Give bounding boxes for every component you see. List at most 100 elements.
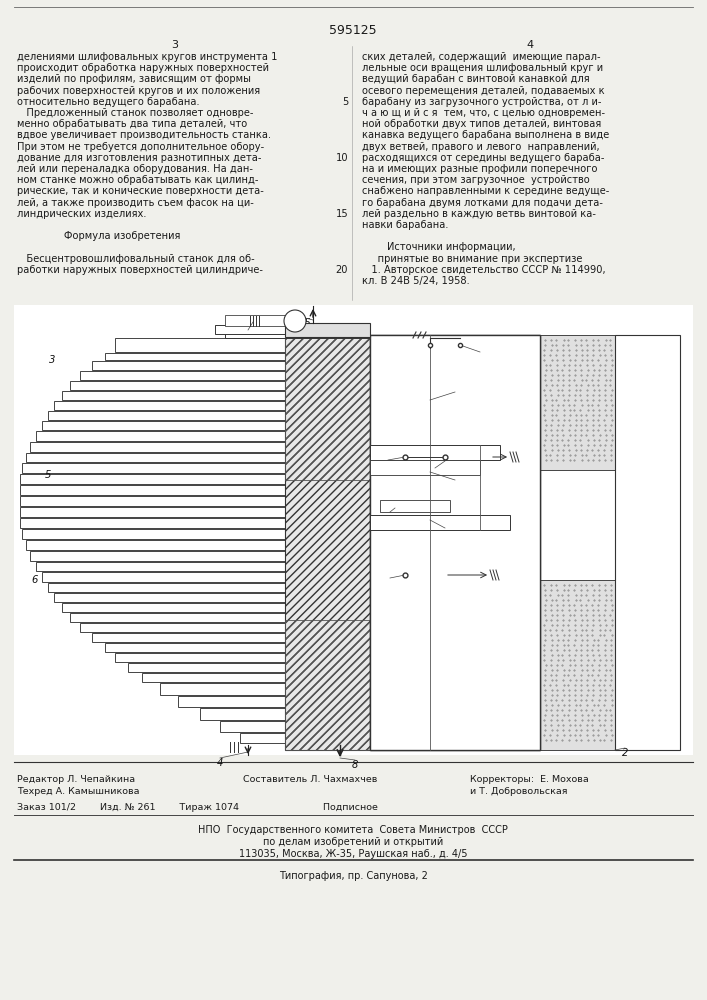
- Bar: [70, 613, 285, 622]
- Bar: [200, 708, 285, 720]
- Text: 15: 15: [298, 318, 311, 328]
- Bar: [105, 353, 285, 360]
- Bar: [380, 500, 450, 512]
- Text: относительно ведущего барабана.: относительно ведущего барабана.: [17, 97, 199, 107]
- Text: го барабана двумя лотками для подачи дета-: го барабана двумя лотками для подачи дет…: [362, 198, 603, 208]
- Text: 11: 11: [449, 480, 462, 490]
- Text: вдвое увеличивает производительность станка.: вдвое увеличивает производительность ста…: [17, 130, 271, 140]
- Bar: [225, 330, 370, 338]
- Text: навки барабана.: навки барабана.: [362, 220, 448, 230]
- Bar: [370, 335, 540, 750]
- Bar: [54, 401, 285, 410]
- Circle shape: [284, 310, 306, 332]
- Text: кл. В 24В 5/24, 1958.: кл. В 24В 5/24, 1958.: [362, 276, 469, 286]
- Bar: [26, 540, 285, 550]
- Bar: [215, 325, 288, 334]
- Text: делениями шлифовальных кругов инструмента 1: делениями шлифовальных кругов инструмент…: [17, 52, 278, 62]
- Bar: [540, 335, 615, 470]
- Bar: [22, 529, 285, 539]
- Text: осевого перемещения деталей, подаваемых к: осевого перемещения деталей, подаваемых …: [362, 86, 604, 96]
- Text: барабану из загрузочного устройства, от л и-: барабану из загрузочного устройства, от …: [362, 97, 602, 107]
- Text: Предложенный станок позволяет одновре-: Предложенный станок позволяет одновре-: [17, 108, 254, 118]
- Bar: [160, 683, 285, 695]
- Text: 9: 9: [432, 468, 438, 478]
- Bar: [30, 442, 285, 452]
- Text: ведущий барабан с винтовой канавкой для: ведущий барабан с винтовой канавкой для: [362, 74, 590, 84]
- Text: по делам изобретений и открытий: по делам изобретений и открытий: [263, 837, 443, 847]
- Text: 15: 15: [335, 209, 348, 219]
- Text: происходит обработка наружных поверхностей: происходит обработка наружных поверхност…: [17, 63, 269, 73]
- Text: двух ветвей, правого и левого  направлений,: двух ветвей, правого и левого направлени…: [362, 142, 600, 152]
- Text: канавка ведущего барабана выполнена в виде: канавка ведущего барабана выполнена в ви…: [362, 130, 609, 140]
- Bar: [36, 562, 285, 571]
- Text: 1. Авторское свидетельство СССР № 114990,: 1. Авторское свидетельство СССР № 114990…: [362, 265, 606, 275]
- Text: ч а ю щ и й с я  тем, что, с целью одновремен-: ч а ю щ и й с я тем, что, с целью одновр…: [362, 108, 605, 118]
- Bar: [42, 572, 285, 582]
- Text: 13: 13: [384, 578, 397, 588]
- Text: Типография, пр. Сапунова, 2: Типография, пр. Сапунова, 2: [279, 871, 428, 881]
- Text: расходящихся от середины ведущего бараба-: расходящихся от середины ведущего бараба…: [362, 153, 604, 163]
- Bar: [62, 391, 285, 400]
- Text: 10: 10: [335, 153, 348, 163]
- Text: 7: 7: [477, 352, 483, 362]
- Bar: [615, 335, 680, 750]
- Bar: [370, 445, 500, 460]
- Text: Редактор Л. Чепайкина: Редактор Л. Чепайкина: [17, 775, 135, 784]
- Bar: [115, 338, 285, 352]
- Text: 1: 1: [452, 392, 458, 402]
- Text: ских деталей, содержащий  имеющие парал-: ских деталей, содержащий имеющие парал-: [362, 52, 601, 62]
- Text: 20: 20: [336, 265, 348, 275]
- Text: 5: 5: [341, 97, 348, 107]
- Bar: [22, 463, 285, 473]
- Text: ной обработки двух типов деталей, винтовая: ной обработки двух типов деталей, винтов…: [362, 119, 601, 129]
- Text: ном станке можно обрабатывать как цилинд-: ном станке можно обрабатывать как цилинд…: [17, 175, 259, 185]
- Bar: [80, 623, 285, 632]
- Bar: [80, 371, 285, 380]
- Text: менно обрабатывать два типа деталей, что: менно обрабатывать два типа деталей, что: [17, 119, 247, 129]
- Text: лельные оси вращения шлифовальный круг и: лельные оси вращения шлифовальный круг и: [362, 63, 603, 73]
- Text: 16: 16: [242, 330, 255, 340]
- Text: снабжено направленными к середине ведуще-: снабжено направленными к середине ведуще…: [362, 186, 609, 196]
- Bar: [178, 696, 285, 707]
- Text: дование для изготовления разнотипных дета-: дование для изготовления разнотипных дет…: [17, 153, 262, 163]
- Text: 595125: 595125: [329, 24, 377, 37]
- Text: 4: 4: [527, 40, 534, 50]
- Bar: [240, 733, 285, 743]
- Text: лей раздельно в каждую ветвь винтовой ка-: лей раздельно в каждую ветвь винтовой ка…: [362, 209, 596, 219]
- Bar: [30, 551, 285, 561]
- Text: на и имеющих разные профили поперечного: на и имеющих разные профили поперечного: [362, 164, 597, 174]
- Bar: [20, 518, 285, 528]
- Text: Корректоры:  Е. Мохова: Корректоры: Е. Мохова: [470, 775, 589, 784]
- Bar: [62, 603, 285, 612]
- Text: Бесцентровошлифовальный станок для об-: Бесцентровошлифовальный станок для об-: [17, 254, 255, 264]
- Text: принятые во внимание при экспертизе: принятые во внимание при экспертизе: [362, 254, 583, 264]
- Text: Формула изобретения: Формула изобретения: [17, 231, 180, 241]
- Text: и Т. Добровольская: и Т. Добровольская: [470, 787, 568, 796]
- Text: Источники информации,: Источники информации,: [362, 242, 515, 252]
- Bar: [92, 633, 285, 642]
- Text: изделий по профилям, зависящим от формы: изделий по профилям, зависящим от формы: [17, 74, 251, 84]
- Text: 3: 3: [49, 355, 55, 365]
- Text: Техред А. Камышникова: Техред А. Камышникова: [17, 787, 139, 796]
- Bar: [285, 323, 370, 337]
- Bar: [142, 673, 285, 682]
- Text: сечения, при этом загрузочное  устройство: сечения, при этом загрузочное устройство: [362, 175, 590, 185]
- Bar: [48, 411, 285, 420]
- Text: 4: 4: [217, 758, 223, 768]
- Text: НПО  Государственного комитета  Совета Министров  СССР: НПО Государственного комитета Совета Мин…: [198, 825, 508, 835]
- Text: 6: 6: [32, 575, 38, 585]
- Text: работки наружных поверхностей цилиндриче-: работки наружных поверхностей цилиндриче…: [17, 265, 263, 275]
- Bar: [220, 721, 285, 732]
- Bar: [540, 580, 615, 750]
- Text: лей, а также производить съем фасок на ци-: лей, а также производить съем фасок на ц…: [17, 198, 254, 208]
- Bar: [20, 507, 285, 517]
- Text: 113035, Москва, Ж-35, Раушская наб., д. 4/5: 113035, Москва, Ж-35, Раушская наб., д. …: [239, 849, 467, 859]
- Bar: [92, 361, 285, 370]
- Bar: [115, 653, 285, 662]
- Text: 8: 8: [352, 760, 358, 770]
- Bar: [70, 381, 285, 390]
- Bar: [370, 335, 540, 750]
- Polygon shape: [285, 335, 370, 750]
- Text: 2: 2: [622, 748, 629, 758]
- Text: 12: 12: [384, 512, 397, 522]
